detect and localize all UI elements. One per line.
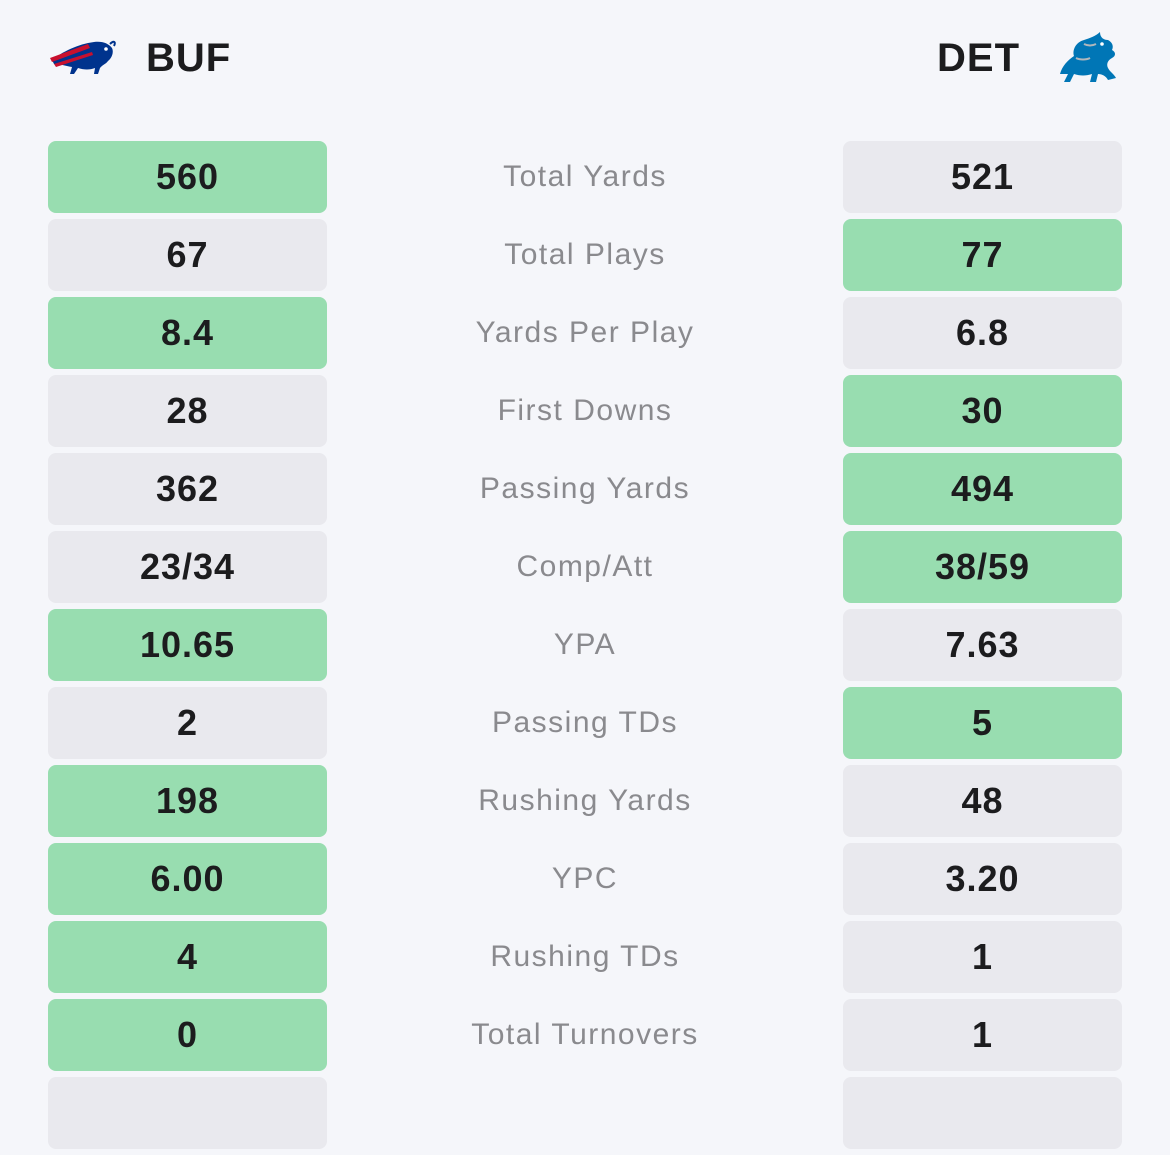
buf-stat-value: 67 bbox=[48, 219, 327, 291]
stat-row: 560 Total Yards 521 bbox=[0, 141, 1170, 219]
det-stat-value bbox=[843, 1077, 1122, 1149]
buf-stat-value: 23/34 bbox=[48, 531, 327, 603]
buf-stat-value: 362 bbox=[48, 453, 327, 525]
stat-label: YPC bbox=[551, 862, 619, 895]
stat-label: Total Yards bbox=[503, 160, 667, 193]
stat-row: 0 Total Turnovers 1 bbox=[0, 999, 1170, 1077]
stat-label bbox=[327, 1077, 843, 1149]
bills-logo-icon bbox=[50, 40, 116, 74]
team-abbr-det: DET bbox=[937, 35, 1020, 80]
stat-row: 8.4 Yards Per Play 6.8 bbox=[0, 297, 1170, 375]
stat-row: 10.65 YPA 7.63 bbox=[0, 609, 1170, 687]
stat-row: 2 Passing TDs 5 bbox=[0, 687, 1170, 765]
stat-label: Yards Per Play bbox=[475, 316, 695, 349]
det-stat-value: 38/59 bbox=[843, 531, 1122, 603]
buf-stat-value: 2 bbox=[48, 687, 327, 759]
team-det[interactable]: DET bbox=[937, 26, 1122, 90]
det-stat-value: 521 bbox=[843, 141, 1122, 213]
stat-row: 67 Total Plays 77 bbox=[0, 219, 1170, 297]
matchup-header: BUF DET bbox=[0, 0, 1170, 120]
buf-stat-value: 0 bbox=[48, 999, 327, 1071]
team-stats-comparison: 560 Total Yards 521 67 Total Plays 77 8.4 Yards… bbox=[0, 141, 1170, 1155]
stat-row: 23/34 Comp/Att 38/59 bbox=[0, 531, 1170, 609]
det-stat-value: 7.63 bbox=[843, 609, 1122, 681]
stat-label: Rushing Yards bbox=[478, 784, 692, 817]
det-stat-value: 1 bbox=[843, 999, 1122, 1071]
stat-row: 362 Passing Yards 494 bbox=[0, 453, 1170, 531]
det-stat-value: 48 bbox=[843, 765, 1122, 837]
lions-logo-icon bbox=[1060, 32, 1116, 82]
stat-label: First Downs bbox=[497, 394, 673, 427]
buf-stat-value: 560 bbox=[48, 141, 327, 213]
team-abbr-buf: BUF bbox=[146, 35, 232, 80]
det-stat-value: 494 bbox=[843, 453, 1122, 525]
buf-stat-value: 28 bbox=[48, 375, 327, 447]
det-stat-value: 77 bbox=[843, 219, 1122, 291]
det-stat-value: 3.20 bbox=[843, 843, 1122, 915]
stat-label: Total Plays bbox=[504, 238, 666, 271]
buf-stat-value: 8.4 bbox=[48, 297, 327, 369]
stat-label: Rushing TDs bbox=[490, 940, 680, 973]
buf-stat-value: 4 bbox=[48, 921, 327, 993]
stat-row bbox=[0, 1077, 1170, 1155]
buf-stat-value bbox=[48, 1077, 327, 1149]
stat-label: Comp/Att bbox=[516, 550, 654, 583]
det-stat-value: 5 bbox=[843, 687, 1122, 759]
stat-label: Total Turnovers bbox=[471, 1018, 699, 1051]
det-stat-value: 6.8 bbox=[843, 297, 1122, 369]
stat-label: YPA bbox=[553, 628, 617, 661]
det-stat-value: 1 bbox=[843, 921, 1122, 993]
stat-row: 6.00 YPC 3.20 bbox=[0, 843, 1170, 921]
buf-stat-value: 6.00 bbox=[48, 843, 327, 915]
stat-label: Passing TDs bbox=[491, 706, 678, 739]
stat-row: 28 First Downs 30 bbox=[0, 375, 1170, 453]
stat-row: 198 Rushing Yards 48 bbox=[0, 765, 1170, 843]
stat-label: Passing Yards bbox=[479, 472, 691, 505]
buf-stat-value: 10.65 bbox=[48, 609, 327, 681]
buf-stat-value: 198 bbox=[48, 765, 327, 837]
det-stat-value: 30 bbox=[843, 375, 1122, 447]
team-buf[interactable]: BUF bbox=[48, 26, 231, 90]
stat-row: 4 Rushing TDs 1 bbox=[0, 921, 1170, 999]
